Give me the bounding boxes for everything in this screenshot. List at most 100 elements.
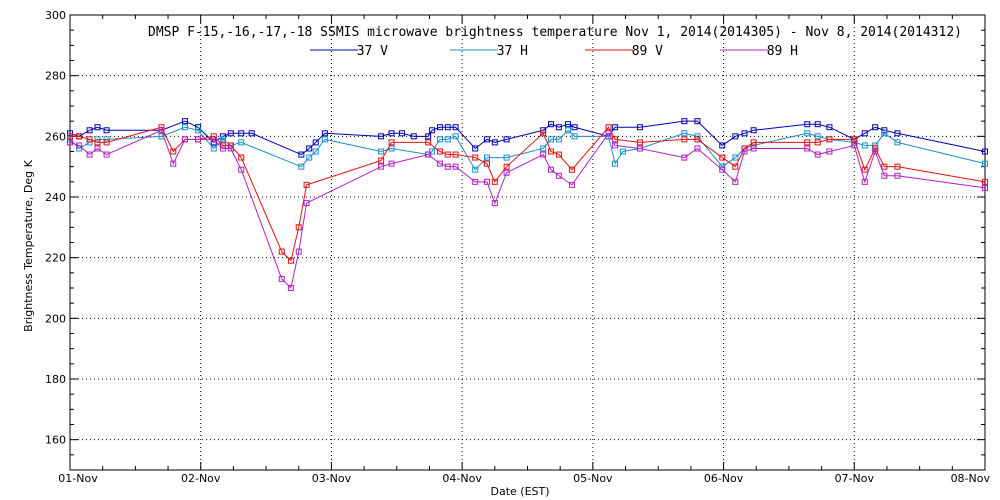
data-point xyxy=(287,257,294,264)
data-point xyxy=(103,136,110,143)
data-point xyxy=(472,154,479,161)
data-point xyxy=(681,136,688,143)
data-point xyxy=(158,127,165,134)
chart-title: DMSP F-15,-16,-17,-18 SSMIS microwave br… xyxy=(148,25,962,40)
data-point xyxy=(636,145,643,152)
data-point xyxy=(67,133,73,140)
data-point xyxy=(491,178,498,185)
data-point xyxy=(732,178,739,185)
data-point xyxy=(312,139,319,146)
data-point xyxy=(894,163,901,170)
data-point xyxy=(861,166,868,173)
data-point xyxy=(861,130,868,137)
legend-item: 89 V xyxy=(585,44,663,59)
data-point xyxy=(894,130,901,137)
x-axis-label: Date (EST) xyxy=(490,485,549,498)
data-point xyxy=(472,145,479,152)
data-point xyxy=(571,133,578,140)
data-point xyxy=(491,200,498,207)
data-point xyxy=(67,130,73,137)
data-point xyxy=(804,121,811,128)
legend: 37 V 37 H 89 V 89 H xyxy=(310,44,798,59)
data-point xyxy=(452,151,459,158)
data-point xyxy=(605,130,612,137)
data-point xyxy=(612,124,619,131)
data-point xyxy=(555,124,562,131)
data-point xyxy=(227,145,234,152)
data-point xyxy=(295,248,302,255)
data-point xyxy=(881,130,888,137)
y-tick-label: 180 xyxy=(45,373,66,386)
data-point xyxy=(503,154,510,161)
data-point xyxy=(378,157,385,164)
data-point xyxy=(872,148,879,155)
data-point xyxy=(732,133,739,140)
x-tick-label: 04-Nov xyxy=(442,472,482,485)
data-point xyxy=(86,136,93,143)
series-line xyxy=(69,129,986,289)
data-point xyxy=(694,145,701,152)
data-point xyxy=(804,139,811,146)
data-point xyxy=(681,130,688,137)
data-point xyxy=(94,145,101,152)
data-point xyxy=(295,224,302,231)
data-point xyxy=(681,118,688,125)
data-point xyxy=(425,133,432,140)
data-point xyxy=(67,139,73,146)
data-point xyxy=(826,148,833,155)
data-point xyxy=(826,124,833,131)
data-point xyxy=(982,184,988,191)
data-point xyxy=(851,142,858,149)
data-point xyxy=(227,142,234,149)
data-point xyxy=(298,151,305,158)
data-point xyxy=(565,127,572,134)
data-point xyxy=(814,139,821,146)
data-point xyxy=(306,145,313,152)
data-point xyxy=(388,139,395,146)
data-point xyxy=(750,139,757,146)
data-point xyxy=(303,181,310,188)
data-point xyxy=(76,142,83,149)
data-point xyxy=(444,163,451,170)
data-point xyxy=(103,151,110,158)
data-point xyxy=(612,136,619,143)
data-point xyxy=(210,133,217,140)
data-point xyxy=(719,154,726,161)
data-point xyxy=(452,124,459,131)
x-tick-label: 05-Nov xyxy=(573,472,613,485)
data-point xyxy=(694,136,701,143)
data-point xyxy=(378,133,385,140)
data-point xyxy=(182,136,189,143)
x-tick-label: 06-Nov xyxy=(704,472,744,485)
data-point xyxy=(425,139,432,146)
data-point xyxy=(540,130,547,137)
data-point xyxy=(548,121,555,128)
legend-item: 89 H xyxy=(720,44,798,59)
data-point xyxy=(103,139,110,146)
data-point xyxy=(483,178,490,185)
y-tick-label: 200 xyxy=(45,312,66,325)
data-point xyxy=(483,154,490,161)
plot-frame xyxy=(69,14,986,471)
data-point xyxy=(303,200,310,207)
x-tick-label: 01-Nov xyxy=(58,472,98,485)
y-tick-label: 240 xyxy=(45,191,66,204)
data-point xyxy=(444,136,451,143)
legend-label: 89 H xyxy=(767,44,798,59)
data-point xyxy=(565,121,572,128)
data-point xyxy=(548,148,555,155)
data-point xyxy=(436,136,443,143)
data-point xyxy=(814,133,821,140)
data-point xyxy=(410,133,417,140)
data-point xyxy=(321,136,328,143)
data-point xyxy=(741,130,748,137)
series-line xyxy=(69,126,986,171)
y-axis-label: Brightness Temperature, Deg K xyxy=(22,159,35,331)
data-point xyxy=(636,139,643,146)
data-point xyxy=(238,130,245,137)
data-point xyxy=(483,160,490,167)
data-point xyxy=(814,151,821,158)
data-point xyxy=(227,130,234,137)
data-point xyxy=(694,118,701,125)
data-point xyxy=(248,130,255,137)
